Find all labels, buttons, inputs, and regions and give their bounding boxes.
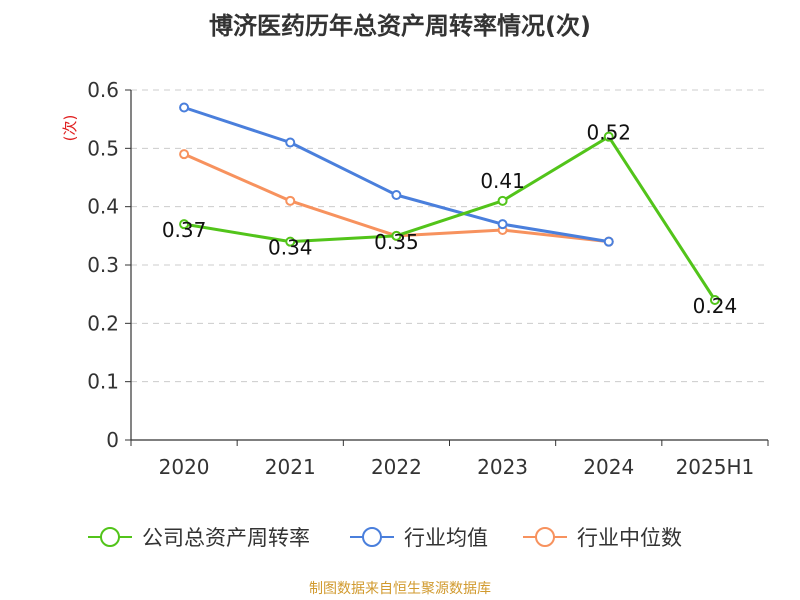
legend-swatch-marker [362, 527, 382, 547]
data-point [285, 195, 296, 206]
y-tick-label: 0.6 [87, 78, 119, 102]
series-layer [179, 102, 720, 305]
y-tick-label: 0.5 [87, 136, 119, 160]
data-point [709, 295, 720, 305]
x-tick-label: 2025H1 [676, 455, 755, 479]
data-point [603, 131, 614, 142]
legend-label: 公司总资产周转率 [142, 526, 310, 550]
data-point [179, 149, 190, 160]
y-axis-label: (次) [61, 115, 79, 142]
data-label: 0.24 [693, 294, 738, 318]
label-layer: 0.37 0.34 0.35 0.41 0.52 0.24 [162, 121, 737, 318]
data-point [285, 137, 296, 148]
data-point [179, 219, 190, 230]
x-tick-label: 2024 [583, 455, 634, 479]
series-line [183, 135, 717, 301]
data-point [391, 230, 402, 241]
data-label: 0.37 [162, 218, 207, 242]
legend: 公司总资产周转率 行业均值 行业中位数 [88, 526, 682, 550]
data-label: 0.34 [268, 236, 313, 260]
data-point [179, 102, 190, 113]
legend-swatch-marker [535, 527, 555, 547]
legend-swatch-marker [100, 527, 120, 547]
data-label: 0.52 [586, 121, 631, 145]
y-tick-label: 0.3 [87, 253, 119, 277]
data-point [603, 236, 614, 247]
chart-title: 博济医药历年总资产周转率情况(次) [209, 12, 591, 40]
x-tick-label: 2022 [371, 455, 422, 479]
axis-layer: 0 0.1 0.2 0.3 0.4 0.5 0.6 (次) 2020 2021 2022 2023 20… [61, 78, 769, 479]
data-point [285, 236, 296, 247]
legend-label: 行业中位数 [577, 526, 682, 550]
grid-layer [131, 89, 768, 383]
data-label: 0.41 [480, 169, 525, 193]
y-tick-label: 0.1 [87, 370, 119, 394]
y-tick-label: 0.2 [87, 311, 119, 335]
x-tick-label: 2021 [265, 455, 316, 479]
data-label: 0.35 [374, 230, 419, 254]
data-point [497, 219, 508, 230]
y-tick-label: 0.4 [87, 195, 119, 219]
source-note: 制图数据来自恒生聚源数据库 [309, 581, 491, 597]
legend-label: 行业均值 [404, 526, 488, 550]
data-point [391, 190, 402, 200]
data-point [497, 195, 508, 206]
y-tick-label: 0 [106, 428, 119, 452]
x-tick-label: 2023 [477, 455, 528, 479]
x-tick-label: 2020 [159, 455, 210, 479]
